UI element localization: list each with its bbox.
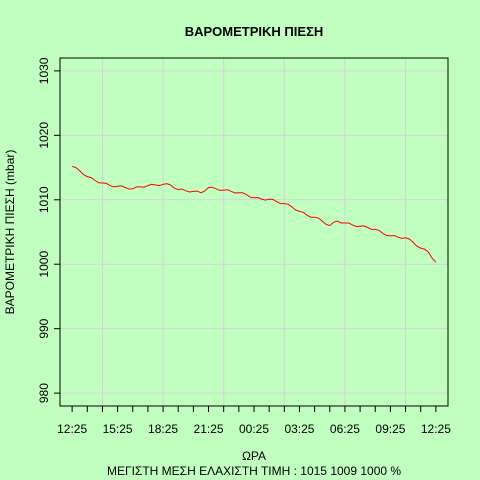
plot-area [60, 58, 448, 406]
x-axis: 12:25 15:25 18:25 21:25 00:25 03:25 06:25 09:25… [57, 406, 451, 436]
chart-title: ΒΑΡΟΜΕΤΡΙΚΗ ΠΙΕΣΗ [185, 24, 324, 39]
x-tick-label: 12:25 [421, 422, 451, 436]
y-tick-label: 980 [37, 383, 51, 403]
summary-footer: ΜΕΓΙΣΤΗ ΜΕΣΗ ΕΛΑΧΙΣΤΗ ΤΙΜΗ : 1015 1009 1… [107, 464, 401, 478]
y-tick-label: 1020 [37, 122, 51, 149]
x-tick-label: 06:25 [330, 422, 360, 436]
series-group [71, 165, 437, 263]
x-tick-label: 09:25 [375, 422, 405, 436]
y-axis: 980 990 1000 1010 1020 1030 [37, 57, 60, 403]
x-tick-label: 21:25 [194, 422, 224, 436]
y-tick-label: 1000 [37, 251, 51, 278]
y-tick-label: 990 [37, 318, 51, 338]
y-axis-label: ΒΑΡΟΜΕΤΡΙΚΗ ΠΙΕΣΗ (mbar) [3, 150, 17, 315]
pressure-series-line [71, 165, 437, 263]
grid [60, 58, 448, 406]
x-tick-label: 15:25 [103, 422, 133, 436]
y-tick-label: 1030 [37, 57, 51, 84]
y-tick-label: 1010 [37, 186, 51, 213]
x-tick-label: 00:25 [239, 422, 269, 436]
x-axis-label: ΩΡΑ [242, 449, 266, 463]
x-tick-label: 03:25 [284, 422, 314, 436]
x-tick-label: 18:25 [148, 422, 178, 436]
x-tick-label: 12:25 [57, 422, 87, 436]
